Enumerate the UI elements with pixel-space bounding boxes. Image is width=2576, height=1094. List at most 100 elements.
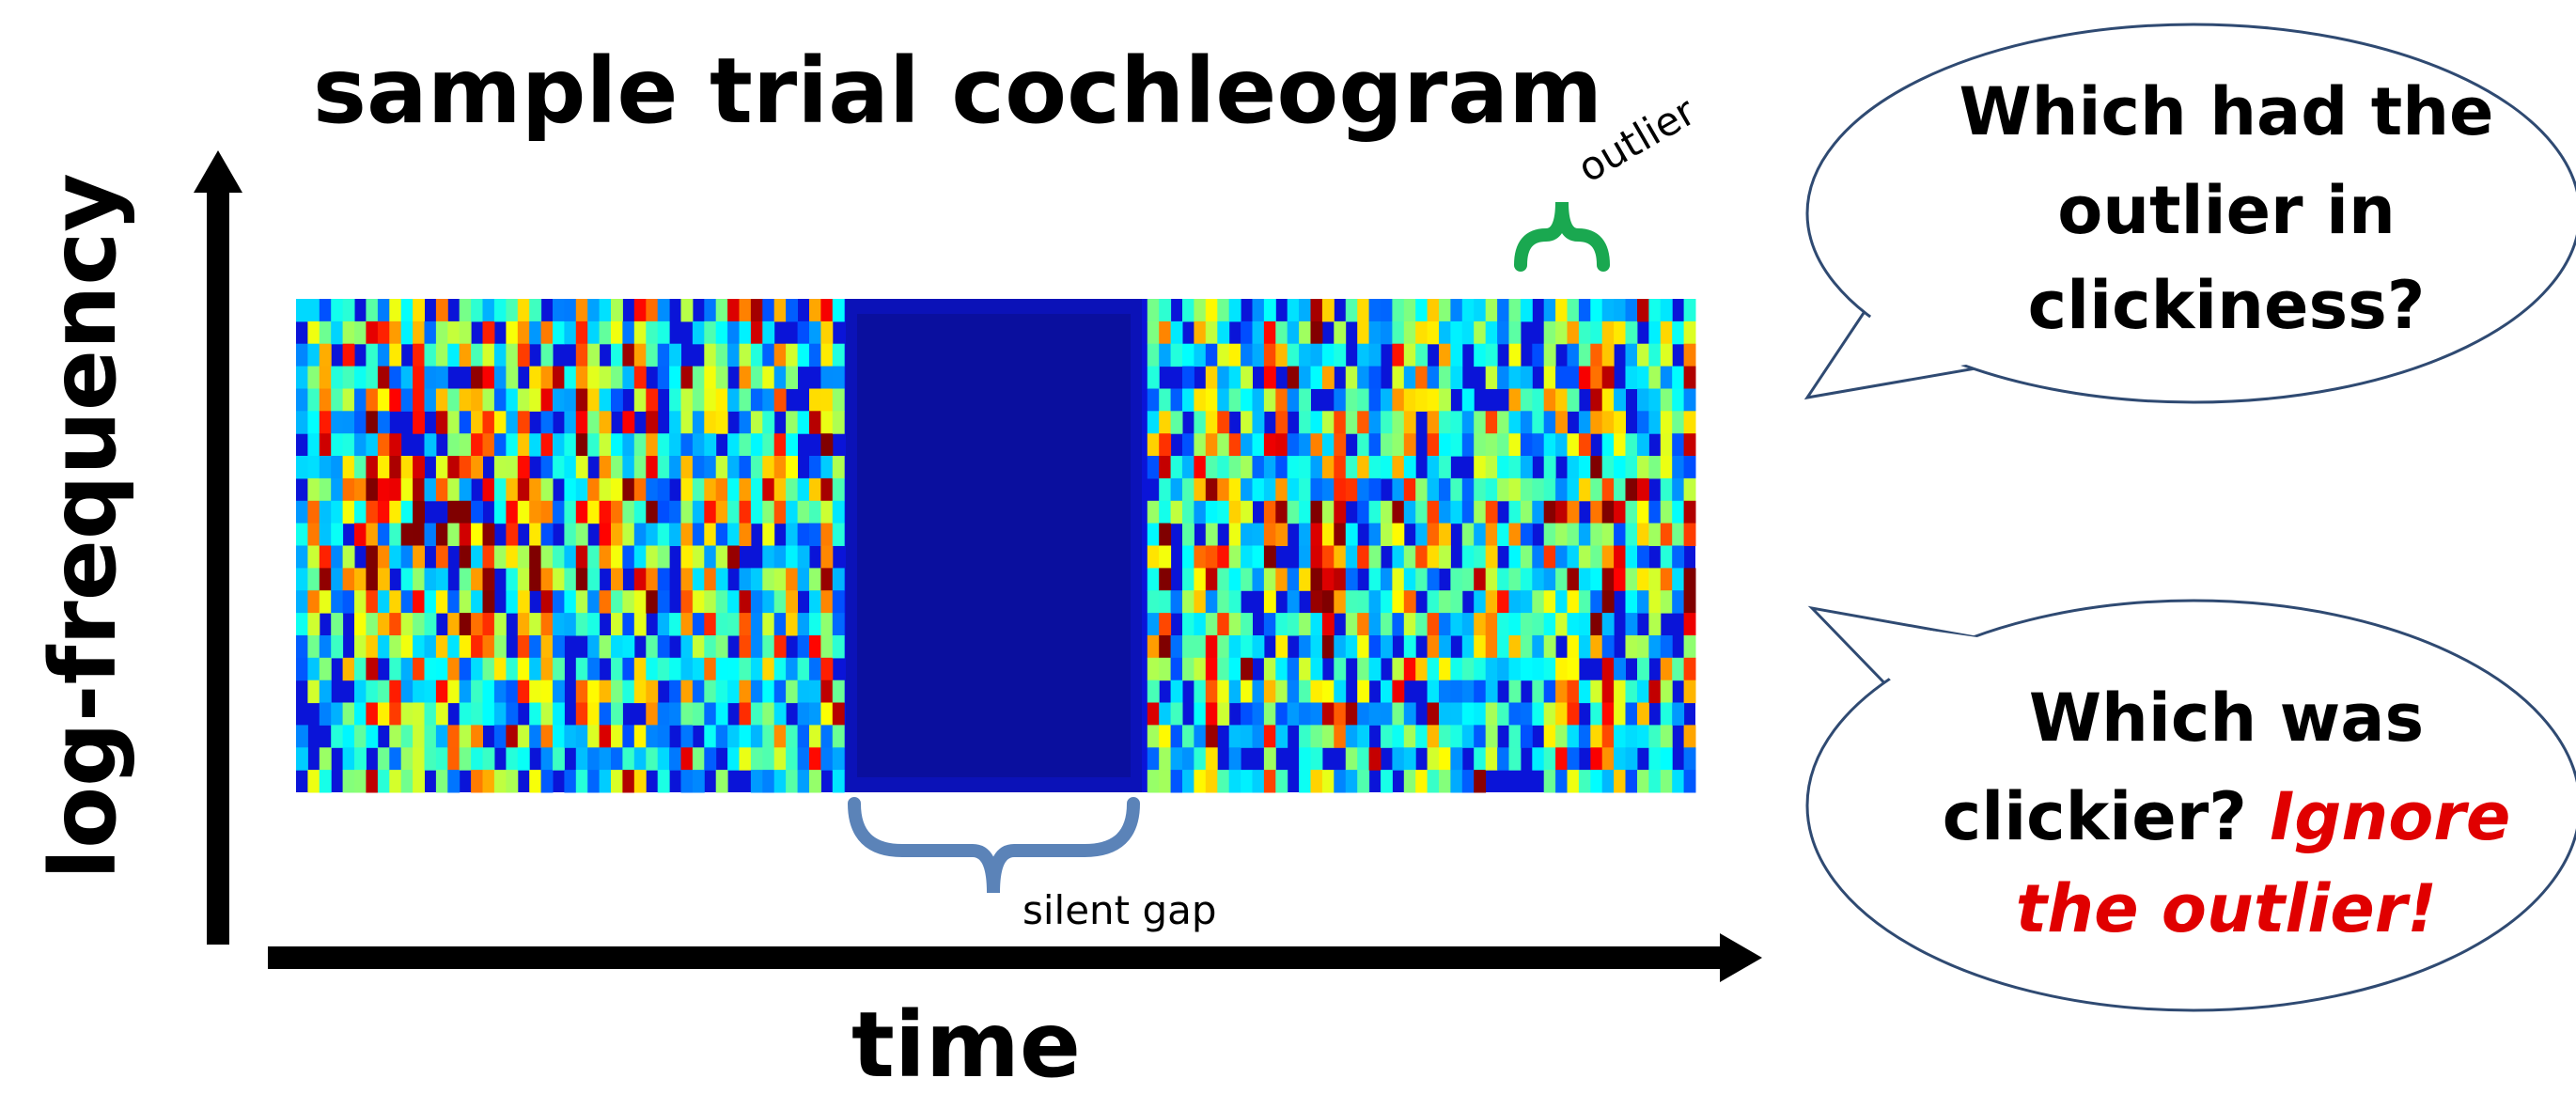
spectrogram-cell (809, 680, 821, 704)
spectrogram-cell (400, 770, 414, 793)
spectrogram-cell (493, 366, 507, 389)
spectrogram-cell (1648, 568, 1662, 591)
spectrogram-cell (1263, 613, 1276, 636)
spectrogram-cell (493, 411, 507, 434)
spectrogram-cell (797, 613, 810, 636)
spectrogram-cell (1427, 635, 1440, 659)
spectrogram-cell (692, 366, 705, 389)
spectrogram-cell (715, 320, 728, 345)
spectrogram-cell (727, 343, 740, 367)
spectrogram-cell (506, 411, 519, 434)
spectrogram-cell (1299, 568, 1311, 591)
spectrogram-cell (1263, 680, 1276, 704)
spectrogram-cell (529, 433, 542, 457)
spectrogram-cell (1228, 657, 1241, 681)
spectrogram-cell (1532, 590, 1545, 614)
spectrogram-cell (1263, 456, 1276, 479)
spectrogram-cell (1648, 725, 1662, 748)
spectrogram-cell (809, 388, 821, 412)
spectrogram-cell (1357, 366, 1370, 389)
spectrogram-cell (1625, 635, 1638, 659)
spectrogram-cell (1683, 456, 1696, 479)
spectrogram-cell (809, 747, 821, 771)
spectrogram-cell (680, 635, 694, 659)
spectrogram-cell (1275, 680, 1288, 704)
spectrogram-cell (1415, 568, 1429, 591)
spectrogram-cell (1450, 343, 1463, 367)
spectrogram-cell (1241, 320, 1253, 345)
spectrogram-cell (1159, 590, 1172, 614)
spectrogram-cell (575, 320, 588, 345)
spectrogram-cell (1508, 343, 1522, 367)
spectrogram-cell (1334, 770, 1347, 793)
spectrogram-cell (540, 702, 554, 726)
spectrogram-cell (1241, 725, 1253, 748)
spectrogram-cell (1334, 635, 1347, 659)
spectrogram-cell (786, 456, 798, 479)
spectrogram-cell (400, 523, 414, 546)
spectrogram-cell (1357, 590, 1370, 614)
spectrogram-cell (575, 590, 588, 614)
spectrogram-cell (389, 456, 402, 479)
spectrogram-cell (1357, 477, 1370, 502)
spectrogram-cell (1205, 635, 1218, 659)
spectrogram-cell (459, 343, 472, 367)
spectrogram-cell (762, 635, 775, 659)
spectrogram-cell (1415, 366, 1429, 389)
spectrogram-cell (1299, 299, 1311, 322)
spectrogram-cell (1543, 500, 1556, 524)
spectrogram-cell (482, 477, 495, 502)
spectrogram-cell (529, 523, 542, 546)
spectrogram-cell (1439, 702, 1451, 726)
spectrogram-cell (1660, 299, 1673, 322)
spectrogram-cell (564, 299, 577, 322)
spectrogram-cell (447, 411, 461, 434)
spectrogram-cell (1578, 770, 1591, 793)
spectrogram-cell (762, 568, 775, 591)
spectrogram-cell (389, 770, 402, 793)
spectrogram-cell (1497, 568, 1509, 591)
spectrogram-cell (540, 635, 554, 659)
spectrogram-cell (540, 388, 554, 412)
spectrogram-cell (1159, 725, 1172, 748)
spectrogram-cell (1170, 388, 1183, 412)
spectrogram-cell (587, 702, 601, 726)
spectrogram-cell (1217, 702, 1230, 726)
spectrogram-cell (739, 388, 752, 412)
spectrogram-cell (622, 725, 635, 748)
spectrogram-cell (1427, 320, 1440, 345)
spectrogram-cell (1601, 590, 1615, 614)
spectrogram-cell (832, 680, 845, 704)
spectrogram-cell (506, 590, 519, 614)
spectrogram-cell (1381, 702, 1393, 726)
spectrogram-cell (739, 657, 752, 681)
spectrogram-cell (553, 613, 565, 636)
spectrogram-cell (1287, 456, 1300, 479)
spectrogram-cell (1567, 613, 1580, 636)
spectrogram-cell (1194, 747, 1207, 771)
spectrogram-cell (1532, 657, 1545, 681)
spectrogram-cell (1601, 366, 1615, 389)
spectrogram-cell (1217, 680, 1230, 704)
spectrogram-cell (1427, 545, 1440, 569)
spectrogram-cell (354, 366, 367, 389)
spectrogram-cell (1217, 343, 1230, 367)
spectrogram-cell (1299, 320, 1311, 345)
spectrogram-cell (1614, 680, 1626, 704)
spectrogram-cell (517, 635, 530, 659)
spectrogram-cell (413, 770, 425, 793)
spectrogram-cell (820, 568, 834, 591)
spectrogram-cell (809, 477, 821, 502)
spectrogram-cell (820, 343, 834, 367)
spectrogram-cell (307, 500, 320, 524)
spectrogram-cell (1439, 680, 1451, 704)
spectrogram-cell (471, 613, 483, 636)
spectrogram-cell (389, 343, 402, 367)
spectrogram-cell (1660, 523, 1673, 546)
spectrogram-cell (1625, 433, 1638, 457)
spectrogram-cell (529, 568, 542, 591)
spectrogram-cell (739, 299, 752, 322)
spectrogram-cell (599, 680, 612, 704)
spectrogram-cell (1321, 590, 1335, 614)
spectrogram-cell (599, 411, 612, 434)
